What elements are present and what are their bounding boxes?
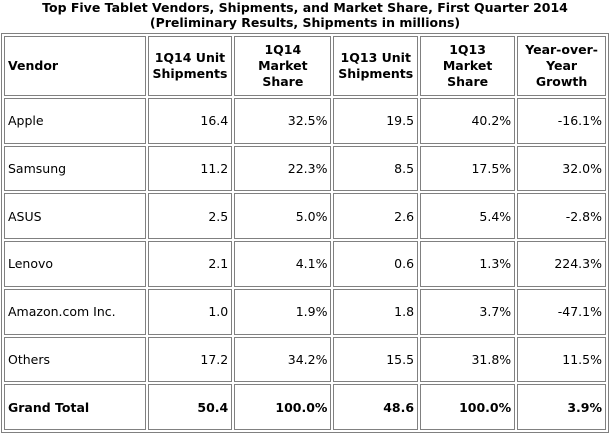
- value-cell: 22.3%: [234, 145, 332, 192]
- title-line-2: (Preliminary Results, Shipments in milli…: [149, 15, 461, 30]
- vendor-cell: Grand Total: [4, 384, 146, 430]
- value-cell: 11.2: [147, 145, 233, 192]
- value-cell: 48.6: [333, 384, 419, 430]
- value-cell: 1.0: [147, 288, 233, 335]
- column-header-1q13-unit-shipments: 1Q13 Unit Shipments: [333, 36, 419, 96]
- value-cell: 5.4%: [420, 193, 516, 240]
- value-cell: 1.9%: [234, 288, 332, 335]
- value-cell: 2.1: [147, 241, 233, 287]
- value-cell: 2.6: [333, 193, 419, 240]
- value-cell: 16.4: [147, 98, 233, 144]
- chart-title: Top Five Tablet Vendors, Shipments, and …: [0, 0, 610, 30]
- value-cell: 100.0%: [234, 384, 332, 430]
- value-cell: -2.8%: [517, 193, 606, 240]
- value-cell: 17.2: [147, 336, 233, 383]
- vendor-cell: Lenovo: [4, 241, 146, 287]
- table-row-grand-total: Grand Total 50.4 100.0% 48.6 100.0% 3.9%: [4, 384, 606, 430]
- value-cell: 40.2%: [420, 98, 516, 144]
- table-row-asus: ASUS 2.5 5.0% 2.6 5.4% -2.8%: [4, 193, 606, 240]
- value-cell: 15.5: [333, 336, 419, 383]
- table-row-samsung: Samsung 11.2 22.3% 8.5 17.5% 32.0%: [4, 145, 606, 192]
- value-cell: 3.9%: [517, 384, 606, 430]
- vendor-cell: Samsung: [4, 145, 146, 192]
- table-row-lenovo: Lenovo 2.1 4.1% 0.6 1.3% 224.3%: [4, 241, 606, 287]
- value-cell: 1.8: [333, 288, 419, 335]
- value-cell: 32.5%: [234, 98, 332, 144]
- column-header-vendor: Vendor: [4, 36, 146, 96]
- value-cell: 3.7%: [420, 288, 516, 335]
- table-row-apple: Apple 16.4 32.5% 19.5 40.2% -16.1%: [4, 98, 606, 144]
- value-cell: 0.6: [333, 241, 419, 287]
- table-row-others: Others 17.2 34.2% 15.5 31.8% 11.5%: [4, 336, 606, 383]
- vendor-cell: Apple: [4, 98, 146, 144]
- vendor-cell: ASUS: [4, 193, 146, 240]
- column-header-1q13-market-share: 1Q13 Market Share: [420, 36, 516, 96]
- vendor-cell: Others: [4, 336, 146, 383]
- value-cell: 31.8%: [420, 336, 516, 383]
- value-cell: 2.5: [147, 193, 233, 240]
- value-cell: 50.4: [147, 384, 233, 430]
- value-cell: 17.5%: [420, 145, 516, 192]
- value-cell: 224.3%: [517, 241, 606, 287]
- header-row: Vendor 1Q14 Unit Shipments 1Q14 Market S…: [4, 36, 606, 96]
- value-cell: 4.1%: [234, 241, 332, 287]
- vendor-cell: Amazon.com Inc.: [4, 288, 146, 335]
- column-header-1q14-market-share: 1Q14 Market Share: [234, 36, 332, 96]
- value-cell: 8.5: [333, 145, 419, 192]
- value-cell: 34.2%: [234, 336, 332, 383]
- column-header-yoy-growth: Year-over-Year Growth: [517, 36, 606, 96]
- value-cell: -47.1%: [517, 288, 606, 335]
- value-cell: 32.0%: [517, 145, 606, 192]
- value-cell: -16.1%: [517, 98, 606, 144]
- column-header-1q14-unit-shipments: 1Q14 Unit Shipments: [147, 36, 233, 96]
- title-line-1: Top Five Tablet Vendors, Shipments, and …: [42, 0, 568, 15]
- table-row-amazon: Amazon.com Inc. 1.0 1.9% 1.8 3.7% -47.1%: [4, 288, 606, 335]
- value-cell: 11.5%: [517, 336, 606, 383]
- value-cell: 100.0%: [420, 384, 516, 430]
- tablet-shipments-table: Vendor 1Q14 Unit Shipments 1Q14 Market S…: [1, 33, 609, 433]
- value-cell: 1.3%: [420, 241, 516, 287]
- value-cell: 19.5: [333, 98, 419, 144]
- value-cell: 5.0%: [234, 193, 332, 240]
